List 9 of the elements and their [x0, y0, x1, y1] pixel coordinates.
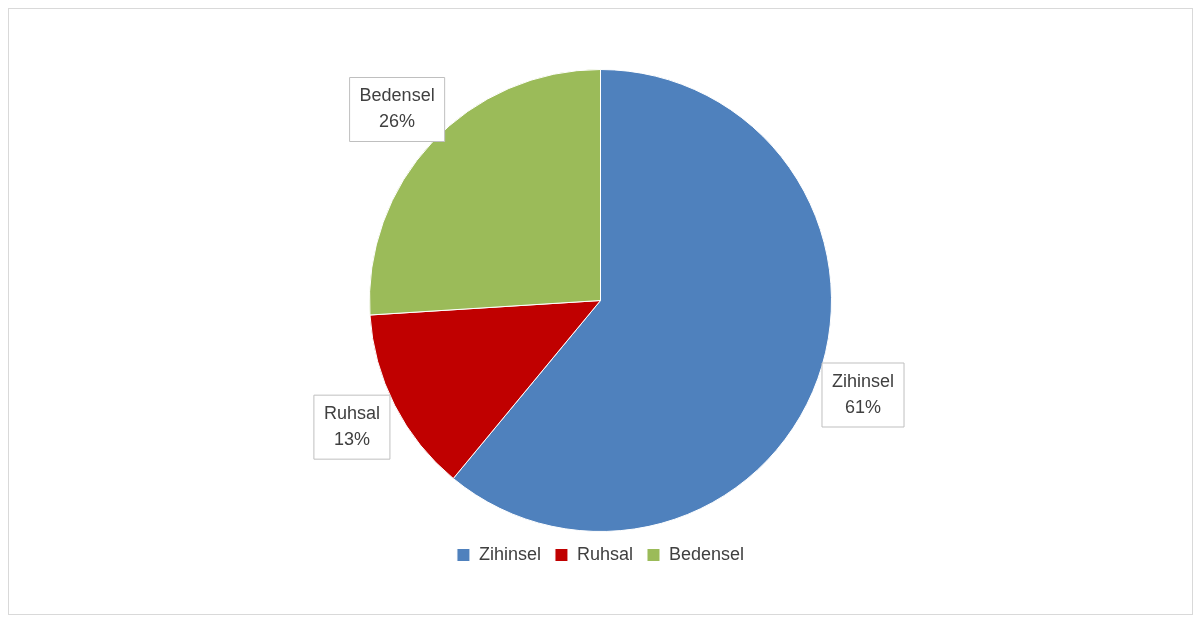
data-label: 61% — [844, 396, 882, 417]
legend-label: Ruhsal — [576, 543, 633, 564]
legend-label: Bedensel — [669, 543, 745, 564]
slice-label: Ruhsal — [323, 403, 380, 424]
slice-label: Zihinsel — [831, 370, 895, 391]
data-label: 26% — [379, 111, 416, 132]
slice-label: Bedensel — [359, 85, 435, 106]
data-label: 13% — [333, 429, 370, 450]
legend-label: Zihinsel — [478, 543, 541, 564]
